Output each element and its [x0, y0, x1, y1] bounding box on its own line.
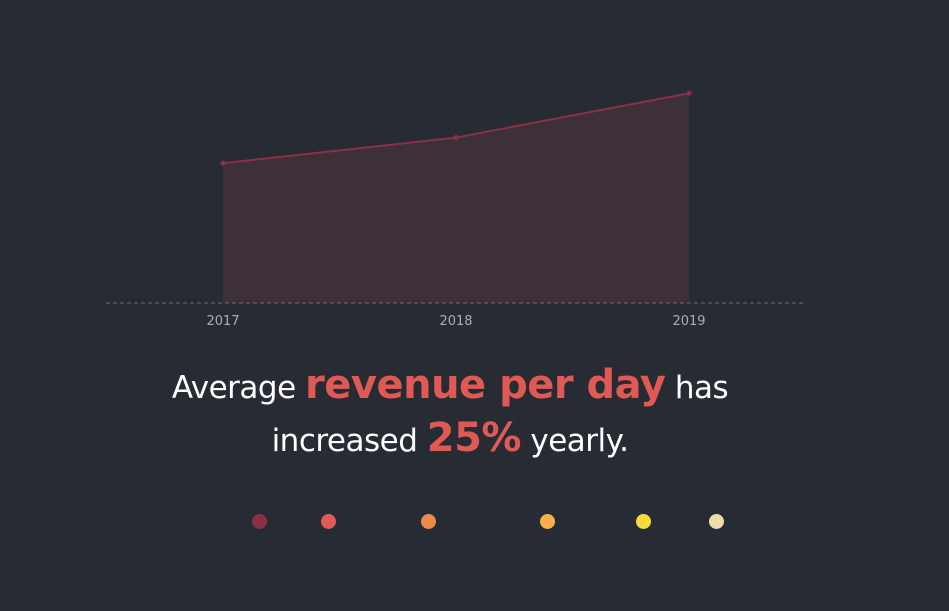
headline-text: yearly. — [530, 423, 629, 459]
headline-line-1: Average revenue per day has — [0, 362, 900, 408]
palette-dot — [635, 514, 651, 529]
headline-text: has — [674, 370, 729, 406]
x-tick-label-2018: 2018 — [439, 314, 472, 329]
headline-highlight-percent: 25% — [426, 415, 522, 461]
data-point-2019 — [686, 90, 692, 96]
palette-dot — [708, 514, 724, 529]
data-point-2017 — [220, 160, 226, 166]
area-fill — [223, 93, 689, 303]
palette-dot — [251, 514, 267, 529]
revenue-area-chart: 2017 2018 2019 — [106, 90, 806, 329]
headline-highlight-metric: revenue per day — [305, 362, 666, 408]
palette-dot — [320, 514, 336, 529]
plot-area: 2017 2018 2019 — [106, 90, 806, 329]
x-tick-label-2019: 2019 — [672, 314, 705, 329]
data-point-2018 — [453, 135, 459, 141]
palette-dot — [420, 514, 436, 529]
headline-text: Average — [171, 370, 296, 406]
headline-line-2: increased 25% yearly. — [0, 415, 900, 461]
x-tick-label-2017: 2017 — [206, 314, 239, 329]
headline-text: increased — [271, 423, 418, 459]
palette-dot — [539, 514, 555, 529]
